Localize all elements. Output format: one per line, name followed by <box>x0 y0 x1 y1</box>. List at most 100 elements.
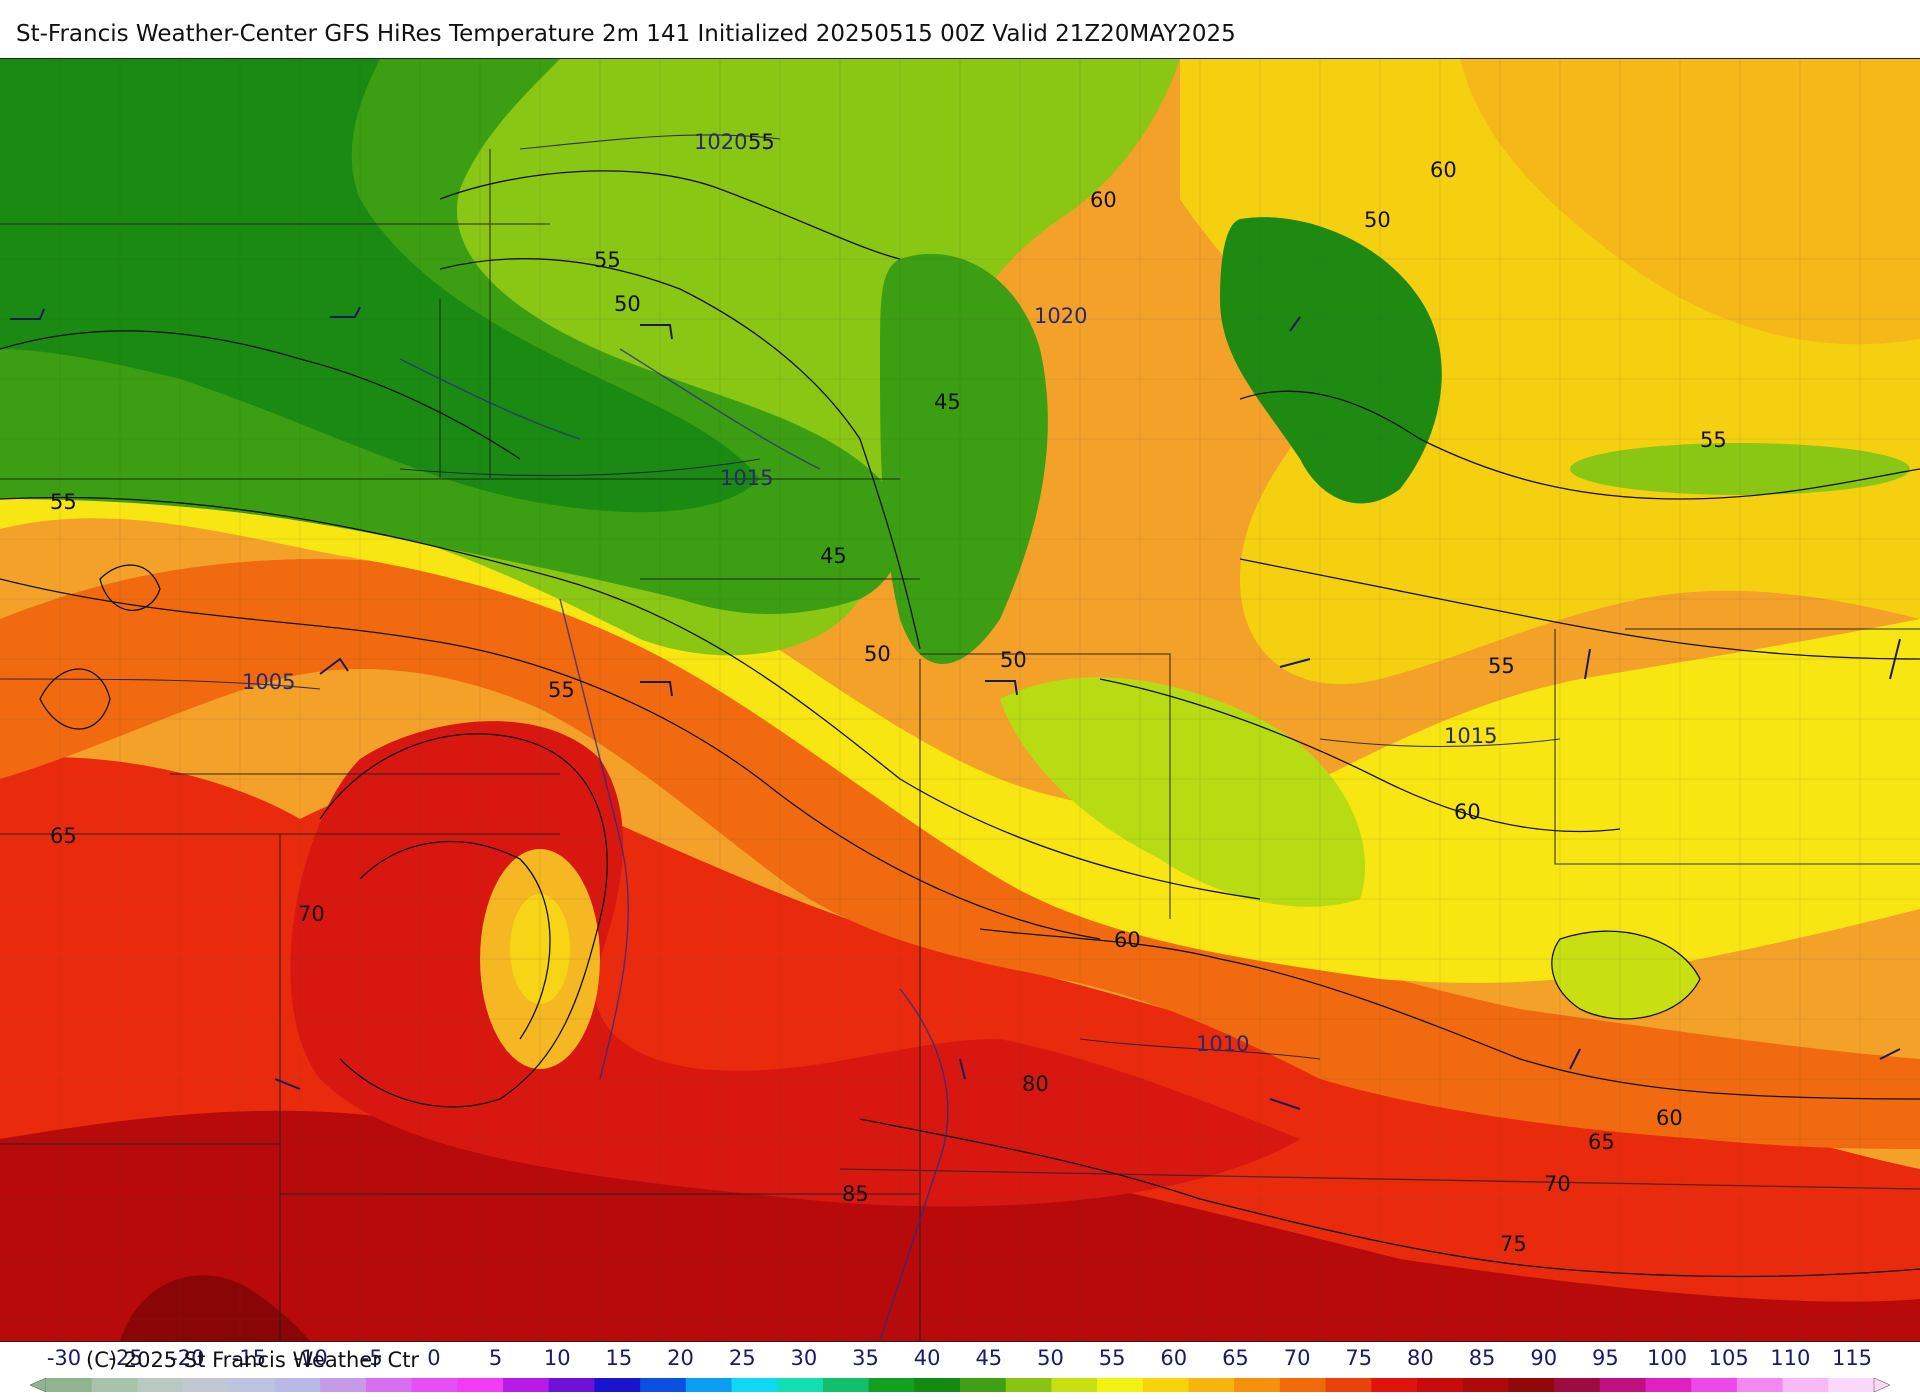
colorbar-swatch <box>1782 1378 1829 1392</box>
isotherm-label: 50 <box>864 642 891 666</box>
isotherm-label: 55 <box>748 130 775 154</box>
isotherm-label: 80 <box>1022 1072 1049 1096</box>
isobar-label: 1015 <box>720 466 773 490</box>
colorbar-tick-label: 110 <box>1770 1346 1811 1370</box>
isotherm-label: 60 <box>1090 188 1117 212</box>
temperature-zone-below-45 <box>0 59 760 513</box>
isotherm-label: 55 <box>50 490 77 514</box>
colorbar-tick-label: 55 <box>1098 1346 1126 1370</box>
colorbar-swatch <box>1005 1378 1052 1392</box>
isobar-label: 1005 <box>242 670 295 694</box>
temperature-zone-80 <box>290 721 1300 1207</box>
colorbar-swatch <box>1691 1378 1738 1392</box>
colorbar-tick-label: 50 <box>1037 1346 1064 1370</box>
isotherm-label: 55 <box>1488 654 1515 678</box>
colorbar-tick-label: 60 <box>1160 1346 1188 1370</box>
colorbar-swatch <box>457 1378 504 1392</box>
lake-michigan-cold-region <box>880 253 1048 664</box>
isotherm-label: 60 <box>1656 1106 1683 1130</box>
isobar-label: 1015 <box>1444 724 1497 748</box>
colorbar-swatch <box>46 1378 93 1392</box>
colorbar-tick-label: 85 <box>1468 1346 1496 1370</box>
colorbar-swatch <box>1462 1378 1509 1392</box>
colorbar-swatch <box>640 1378 687 1392</box>
colorbar-swatch <box>548 1378 595 1392</box>
isotherm-label: 75 <box>1500 1232 1527 1256</box>
isotherm-label: 55 <box>548 678 575 702</box>
state-boundaries <box>0 149 1920 1341</box>
colorbar-arrow-right <box>1873 1378 1890 1392</box>
isotherm-label: 55 <box>594 248 621 272</box>
colorbar-tick-label: -20 <box>170 1346 205 1370</box>
colorbar-swatch <box>1279 1378 1327 1392</box>
isotherm-label: 50 <box>1000 648 1027 672</box>
colorbar-tick-label: 30 <box>790 1346 818 1370</box>
colorbar-tick-label: 0 <box>427 1346 441 1370</box>
colorbar-arrow-left <box>30 1378 47 1392</box>
colorbar-swatch <box>822 1378 870 1392</box>
colorbar-swatch <box>1188 1378 1235 1392</box>
temperature-zone-50-central <box>1000 677 1366 907</box>
isotherm-label: 50 <box>1364 208 1391 232</box>
temperature-zone-55-southeast <box>1551 931 1700 1019</box>
isotherm-label: 60 <box>1454 800 1481 824</box>
isotherm-label: 60 <box>1430 158 1457 182</box>
colorbar-tick-label: 45 <box>975 1346 1003 1370</box>
colorbar-swatch <box>1645 1378 1692 1392</box>
colorbar-tick-label: 95 <box>1592 1346 1619 1370</box>
colorbar-tick-label: 90 <box>1530 1346 1558 1370</box>
colorbar-gradient <box>30 1378 1890 1392</box>
map-title: St-Francis Weather-Center GFS HiRes Temp… <box>16 21 1236 47</box>
isotherm-label: 70 <box>1544 1172 1571 1196</box>
colorbar-tick-label: -10 <box>293 1346 328 1370</box>
colorbar-swatch <box>1508 1378 1555 1392</box>
isotherm-label: 85 <box>842 1182 869 1206</box>
colorbar-swatch <box>1234 1378 1281 1392</box>
colorbar-swatch <box>137 1378 184 1392</box>
isobar-label: 1020 <box>694 130 747 154</box>
colorbar-tick-label: 10 <box>543 1346 571 1370</box>
temperature-zone-90 <box>120 1275 310 1341</box>
colorbar-swatch <box>503 1378 550 1392</box>
isotherm-label: 65 <box>50 824 77 848</box>
colorbar-tick-label: 20 <box>667 1346 694 1370</box>
temperature-map: 55 55 50 45 45 50 50 55 55 60 60 50 60 5… <box>0 58 1920 1342</box>
colorbar-swatch <box>731 1378 778 1392</box>
temperature-zone-65-northeast <box>1460 59 1920 345</box>
colorbar-swatch <box>228 1378 275 1392</box>
colorbar-swatch <box>91 1378 138 1392</box>
colorbar-swatch <box>960 1378 1007 1392</box>
colorbar-tick-label: 5 <box>488 1346 503 1370</box>
isotherm-label: 60 <box>1114 928 1141 952</box>
isotherm-label: 55 <box>1700 428 1727 452</box>
isobar-label: 1020 <box>1034 304 1087 328</box>
colorbar-swatch <box>1325 1378 1372 1392</box>
colorbar-swatch <box>320 1378 367 1392</box>
temperature-zone-55-60 <box>0 452 1920 983</box>
colorbar-tick-label: -30 <box>46 1346 82 1370</box>
contour-lines <box>0 170 1920 1278</box>
temperature-colorbar: -30 -25 -20 -15 -10 -5 0 5 10 15 20 25 30 35 40 45 50 55 6… <box>0 1340 1920 1400</box>
isotherm-label: 50 <box>614 292 641 316</box>
isobar-label: 1010 <box>1196 1032 1249 1056</box>
isobar-lines <box>0 134 1561 1060</box>
isotherm-label-group: 55 55 50 45 45 50 50 55 55 60 60 50 60 5… <box>50 130 1727 1256</box>
rivers <box>399 348 949 1341</box>
colorbar-swatch <box>274 1378 321 1392</box>
temperature-zone-85 <box>0 1110 1920 1341</box>
colorbar-tick-label: 25 <box>728 1346 756 1370</box>
colorbar-swatch <box>1097 1378 1144 1392</box>
colorbar-swatch <box>1051 1378 1098 1392</box>
colorbar-tick-label: 115 <box>1831 1346 1873 1370</box>
colorbar-swatch <box>1142 1378 1189 1392</box>
colorbar-swatch <box>777 1378 824 1392</box>
wind-barbs <box>10 306 1901 1110</box>
isobar-label-group: 1020 1020 1015 1005 1015 1010 <box>242 130 1497 1056</box>
colorbar-tick-label: -5 <box>361 1346 383 1370</box>
cold-pocket-east <box>1570 443 1910 495</box>
colorbar-swatch <box>685 1378 732 1392</box>
colorbar-swatch <box>365 1378 413 1392</box>
colorbar-swatch <box>1371 1378 1418 1392</box>
copyright-notice: (C) 2025 St Francis Weather Ctr <box>86 1348 420 1372</box>
colorbar-tick-label: 35 <box>852 1346 879 1370</box>
